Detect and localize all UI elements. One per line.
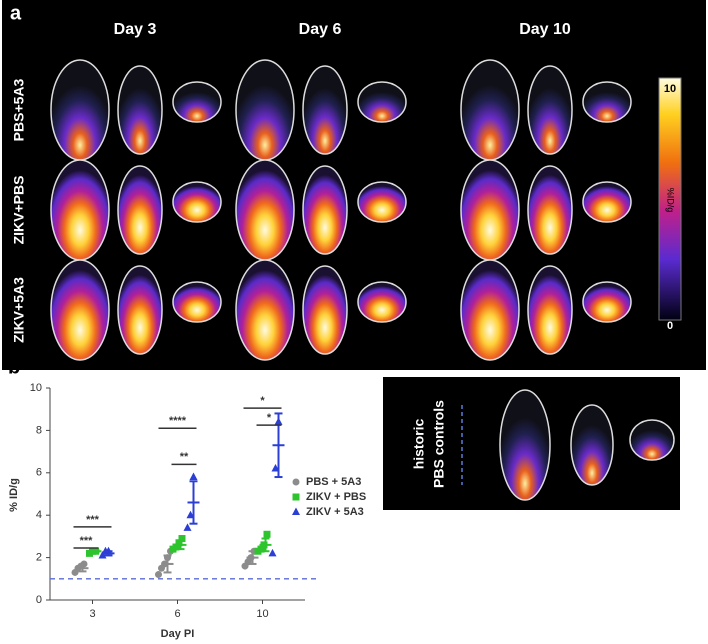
panel-label: a <box>10 2 22 24</box>
pet-image <box>460 259 520 361</box>
column-label: Day 6 <box>299 21 342 38</box>
pet-image <box>172 81 222 123</box>
y-tick-label: 4 <box>36 509 42 521</box>
data-point <box>183 523 192 531</box>
data-point <box>263 530 271 538</box>
y-axis-label: % ID/g <box>8 478 20 512</box>
y-tick-label: 10 <box>30 382 42 394</box>
pet-image <box>460 159 520 261</box>
legend-marker <box>292 493 300 501</box>
x-tick-label: 10 <box>256 608 268 620</box>
column-label: Day 3 <box>114 21 157 38</box>
significance-label: * <box>260 395 265 407</box>
legend-marker <box>292 478 300 486</box>
pet-image <box>460 59 520 161</box>
pet-image <box>527 65 573 155</box>
legend-label: ZIKV + PBS <box>306 491 366 503</box>
data-point <box>268 548 277 557</box>
pet-image <box>117 65 163 155</box>
pet-image <box>499 389 551 501</box>
x-tick-label: 3 <box>89 608 95 620</box>
pet-image <box>50 259 110 361</box>
chart: 0 2 4 6 8 10 3 6 10 Day PI % ID/g PBS + 5A3 ZIKV + P… <box>8 382 366 640</box>
data-point <box>172 543 180 551</box>
pet-image <box>235 259 295 361</box>
y-tick-label: 0 <box>36 594 42 606</box>
pet-image <box>582 281 632 323</box>
pet-image <box>582 181 632 223</box>
pet-image <box>582 81 632 123</box>
pet-image <box>235 159 295 261</box>
colorbar <box>658 77 682 321</box>
y-tick-label: 6 <box>36 467 42 479</box>
inset-label: historic <box>411 419 427 470</box>
significance-label: *** <box>86 514 100 526</box>
column-label: Day 10 <box>519 21 571 38</box>
y-tick-label: 8 <box>36 424 42 436</box>
colorbar-min: 0 <box>667 320 673 332</box>
image-grid <box>50 59 632 361</box>
significance-label: *** <box>80 535 94 547</box>
data-point <box>155 571 162 579</box>
significance-label: ** <box>180 451 189 463</box>
pet-image <box>357 281 407 323</box>
y-tick-label: 2 <box>36 552 42 564</box>
pet-image <box>570 404 614 486</box>
legend-label: ZIKV + 5A3 <box>306 506 364 518</box>
pet-image <box>527 165 573 255</box>
pet-image <box>302 165 348 255</box>
pet-image <box>629 419 675 461</box>
significance-label: **** <box>169 415 187 427</box>
data-point <box>189 472 198 481</box>
pet-image <box>117 165 163 255</box>
row-label: ZIKV+5A3 <box>11 277 27 343</box>
data-point <box>257 545 265 553</box>
data-point <box>178 535 186 543</box>
pet-image <box>117 265 163 355</box>
pet-image <box>172 181 222 223</box>
legend-marker <box>292 507 300 515</box>
pet-image <box>50 159 110 261</box>
x-axis-label: Day PI <box>161 628 195 640</box>
pet-image <box>357 81 407 123</box>
colorbar-max: 10 <box>664 83 676 95</box>
row-label: ZIKV+PBS <box>11 176 27 245</box>
colorbar-label: %ID/g <box>666 188 676 213</box>
pet-image <box>357 181 407 223</box>
data-point <box>175 539 183 547</box>
row-label: PBS+5A3 <box>11 78 27 141</box>
inset-label: PBS controls <box>431 400 447 488</box>
pet-image <box>302 65 348 155</box>
legend-label: PBS + 5A3 <box>306 476 361 488</box>
data-point <box>98 550 107 559</box>
pet-image <box>302 265 348 355</box>
x-tick-label: 6 <box>174 608 180 620</box>
significance-label: * <box>267 412 272 424</box>
pet-image <box>235 59 295 161</box>
pet-image <box>527 265 573 355</box>
pet-image <box>172 281 222 323</box>
panel-label: b <box>8 356 20 378</box>
pet-image <box>50 59 110 161</box>
